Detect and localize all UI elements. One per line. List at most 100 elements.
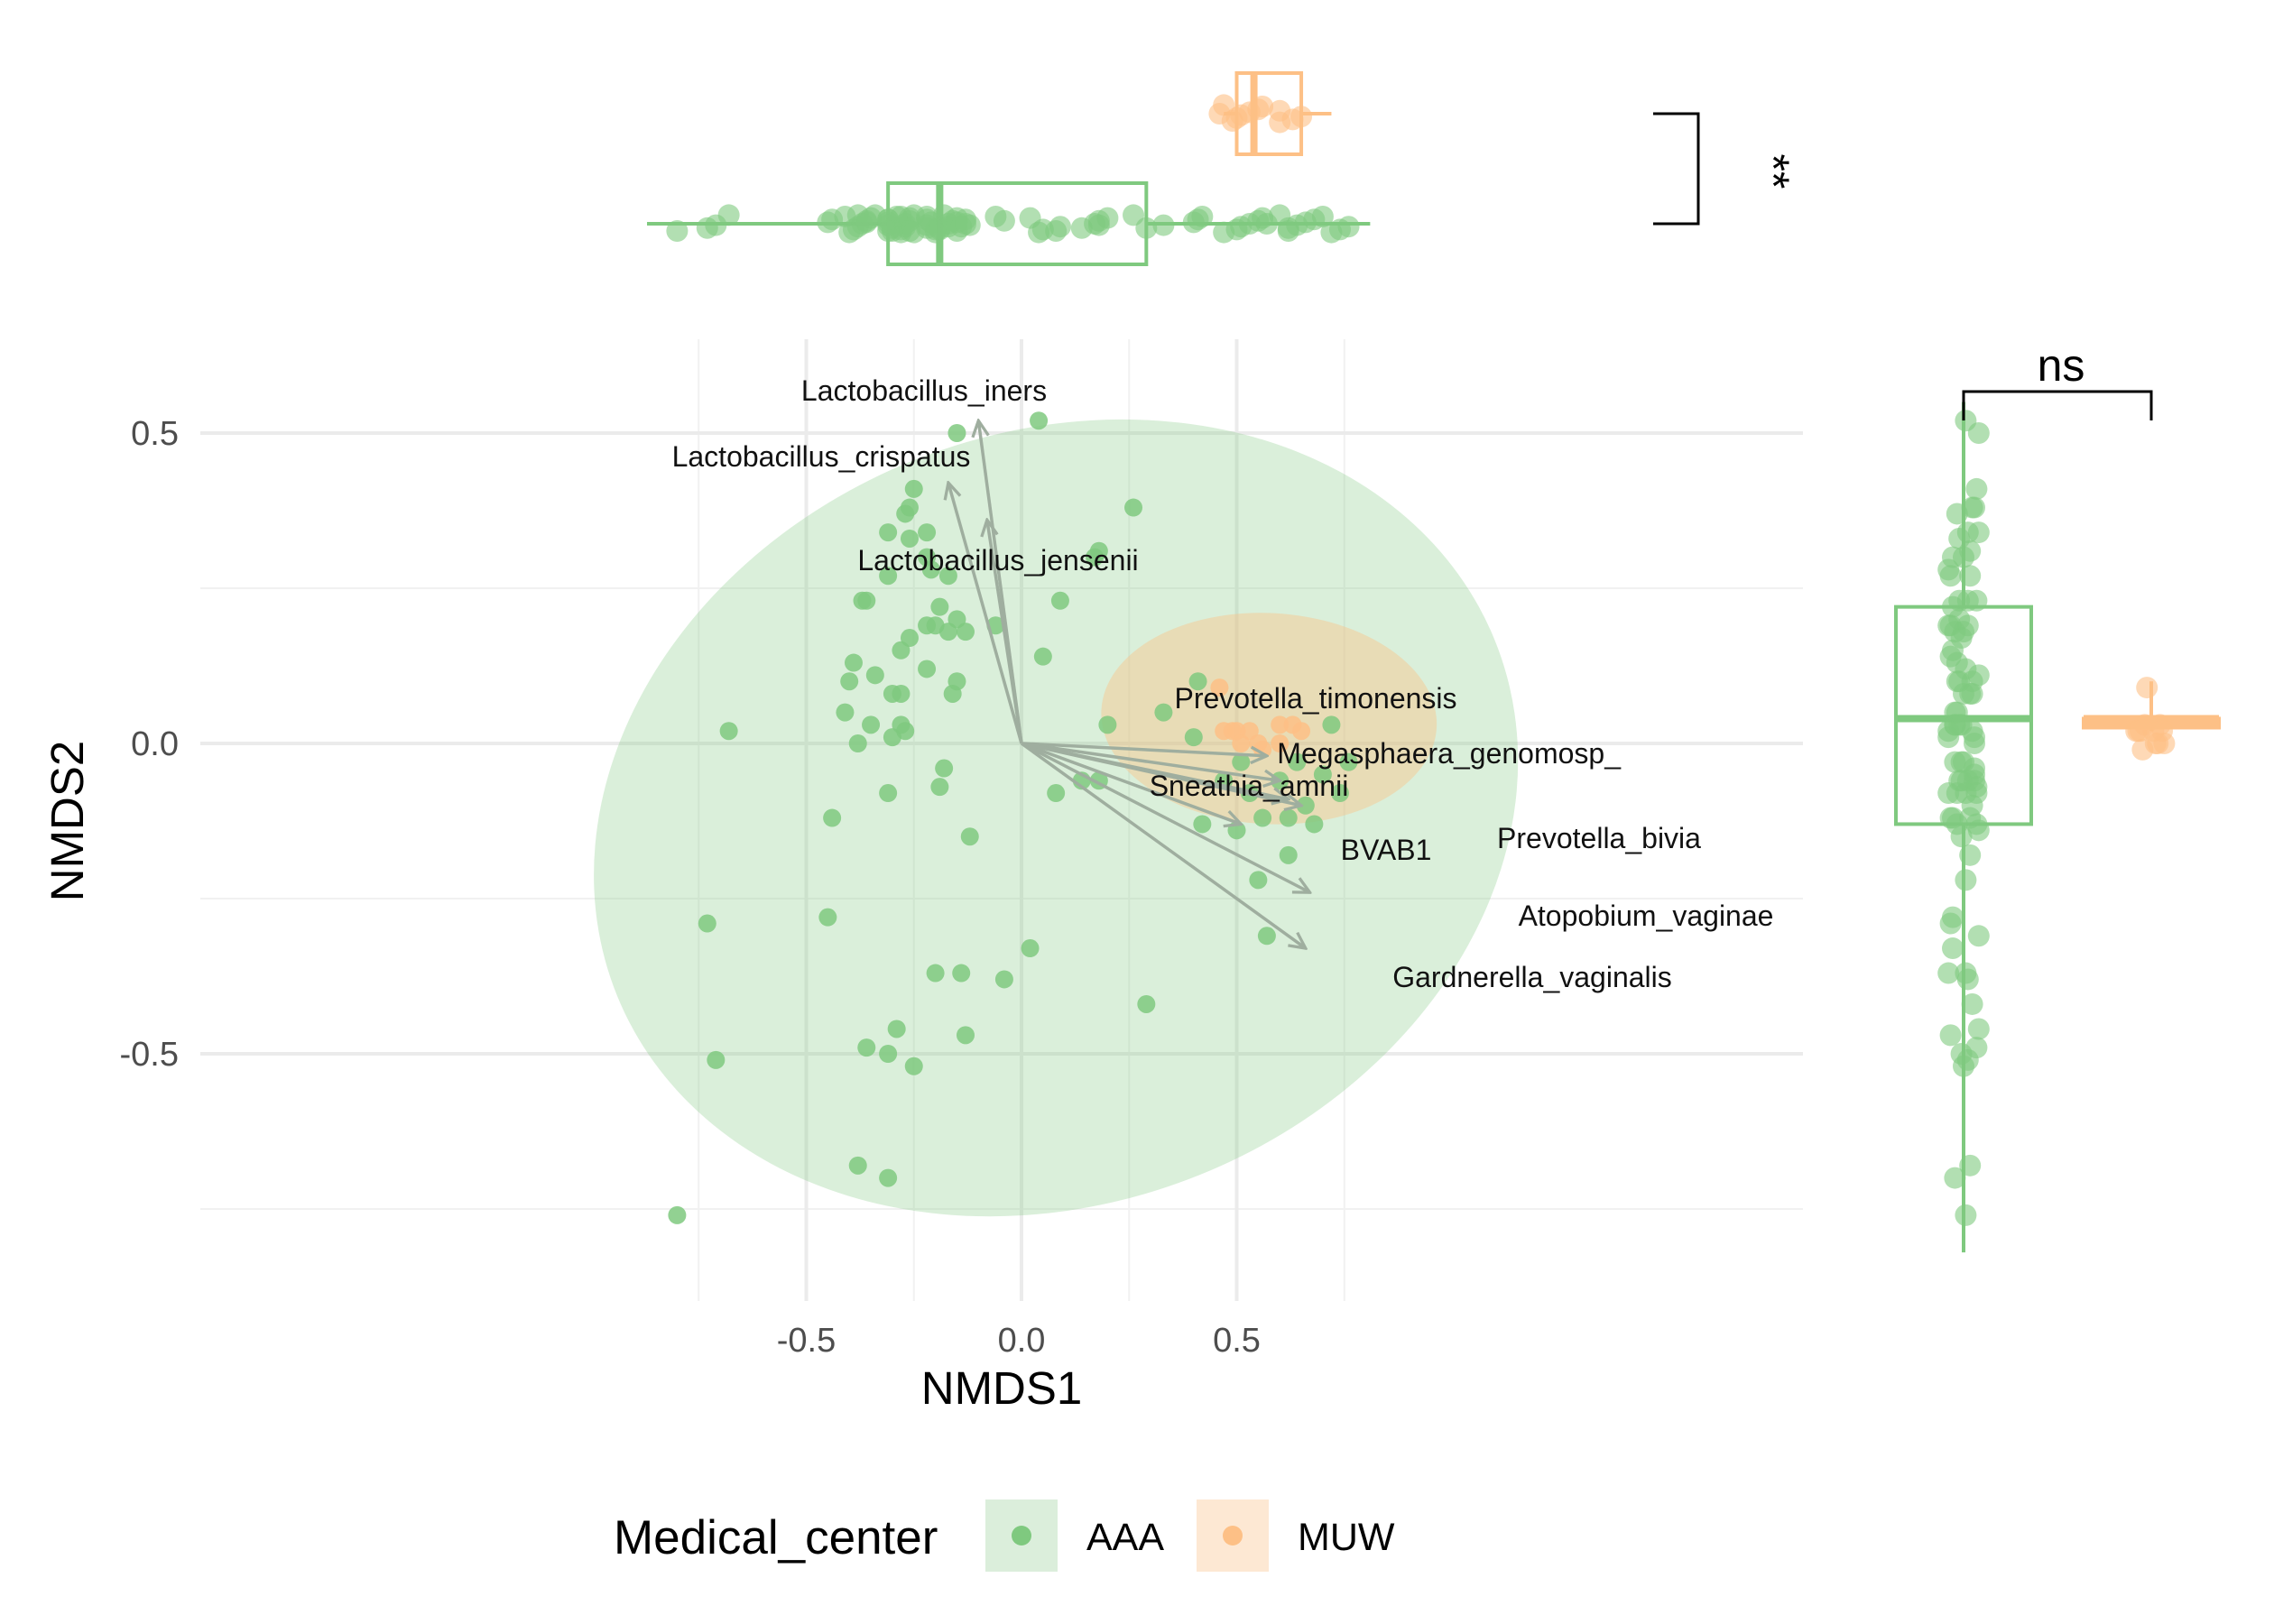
marginal-point-y-aaa [1937,614,1960,637]
marginal-point-y-muw [2136,677,2158,699]
significance-bracket-y [1962,390,2153,420]
point-aaa [848,1156,867,1175]
marginal-point-aaa [1191,206,1214,227]
marginal-point-y-muw [2133,714,2156,736]
marginal-point-y-aaa [1959,540,1982,562]
vector-arrow [987,520,1023,744]
marginal-point-y-aaa [1964,726,1985,749]
significance-bracket-x [1653,112,1700,226]
marginal-point-y-aaa [1959,844,1982,866]
point-aaa [1279,845,1298,864]
point-aaa [857,591,876,610]
point-aaa [921,560,940,579]
marginal-point-y-aaa [1939,1024,1962,1047]
point-aaa [930,778,949,797]
legend-label-aaa: AAA [1086,1516,1164,1559]
marginal-point-y-muw [2131,738,2154,761]
significance-label-x: ** [1748,154,1798,189]
point-aaa [1033,647,1052,666]
x-axis: -0.5 0.0 0.5 [777,1322,1261,1360]
legend-marker-aaa [1012,1526,1031,1546]
point-aaa [900,498,919,517]
point-aaa [844,653,863,672]
marginal-point-y-aaa [1939,645,1962,668]
y-axis-title: NMDS2 [42,741,93,902]
marginal-point-aaa [1135,217,1158,239]
marginal-point-y-aaa [1955,869,1977,891]
marginal-point-y-aaa [1946,813,1968,835]
x-tick-label: 0.5 [1213,1322,1261,1360]
marginal-point-y-aaa [1953,1055,1974,1077]
vector-labels: Lactobacillus_iners Lactobacillus_crispat… [672,374,1774,993]
marginal-point-y-aaa [1937,782,1960,805]
point-aaa [1124,498,1143,517]
point-aaa [956,1026,975,1045]
marginal-point-aaa [666,220,689,242]
vector-arrow [1021,742,1310,892]
scatter-points [668,411,1358,1224]
marginal-point-y-aaa [1967,1018,1990,1040]
point-aaa [918,523,937,542]
point-aaa [879,567,898,586]
marginal-point-y-muw [2153,733,2176,754]
vector-label: Atopobium_vaginae [1519,900,1774,932]
point-aaa [918,660,937,678]
vector-label: BVAB1 [1341,834,1432,866]
y-tick-label: 0.5 [131,415,179,453]
confidence-ellipse-aaa [594,419,1519,1217]
x-tick-label: 0.0 [998,1322,1046,1360]
point-aaa [1305,815,1324,834]
point-aaa [1193,815,1212,834]
point-aaa [892,684,911,703]
marginal-point-aaa [1070,217,1093,239]
legend-title: Medical_center [614,1511,938,1564]
point-aaa [818,908,837,927]
point-aaa [896,722,915,741]
marginal-point-aaa [1087,214,1110,236]
point-aaa [1322,715,1341,734]
marginal-point-aaa [705,214,727,236]
point-aaa [904,1057,923,1075]
point-aaa [900,529,919,548]
marginal-point-y-aaa [1961,496,1983,519]
point-aaa [1089,541,1108,560]
marginal-point-aaa [1019,207,1041,229]
point-aaa [719,722,738,741]
marginal-point-y-aaa [1967,521,1990,544]
point-aaa [707,1050,726,1069]
point-aaa [1313,765,1332,784]
marginal-point-aaa [1152,214,1175,236]
species-vectors [948,420,1310,948]
point-aaa [1232,752,1251,771]
vector-arrow [1021,742,1280,780]
marginal-point-muw [1269,99,1291,122]
marginal-point-y-aaa [1959,565,1982,587]
vector-label: Lactobacillus_jensenii [857,544,1138,577]
point-muw [1210,678,1229,697]
point-aaa [900,629,919,648]
point-aaa [887,1020,906,1038]
marginal-point-aaa [846,204,869,226]
point-aaa [948,672,966,691]
point-aaa [952,964,971,983]
point-aaa [1339,752,1358,771]
marginal-point-y-aaa [1956,589,1979,612]
point-aaa [836,703,855,722]
vector-arrow [1021,742,1267,756]
point-aaa [865,666,884,685]
point-aaa [935,759,954,778]
vector-label: Lactobacillus_crispatus [672,440,971,473]
point-aaa [879,784,898,803]
point-aaa [1253,808,1272,827]
marginal-point-y-aaa [1967,925,1990,947]
point-aaa [938,567,957,586]
marginal-point-aaa [1337,216,1360,238]
legend-marker-muw [1223,1526,1243,1546]
marginal-point-aaa [924,218,947,241]
marginal-point-y-aaa [1956,968,1979,991]
marginal-point-aaa [993,209,1015,232]
y-tick-label: -0.5 [120,1036,179,1074]
marginal-point-y-aaa [1942,546,1964,568]
marginal-point-muw [1252,96,1274,117]
